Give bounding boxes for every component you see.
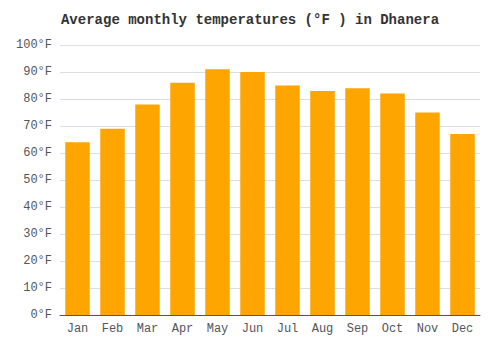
- svg-text:90°F: 90°F: [23, 65, 52, 79]
- svg-text:20°F: 20°F: [23, 254, 52, 268]
- svg-text:10°F: 10°F: [23, 281, 52, 295]
- svg-text:60°F: 60°F: [23, 146, 52, 160]
- svg-text:Feb: Feb: [102, 322, 124, 336]
- svg-text:Apr: Apr: [172, 322, 194, 336]
- svg-text:0°F: 0°F: [30, 308, 52, 322]
- svg-text:Jul: Jul: [277, 322, 299, 336]
- svg-text:Nov: Nov: [417, 322, 439, 336]
- svg-text:30°F: 30°F: [23, 227, 52, 241]
- svg-text:Mar: Mar: [137, 322, 159, 336]
- svg-text:Oct: Oct: [382, 322, 404, 336]
- svg-text:40°F: 40°F: [23, 200, 52, 214]
- svg-text:50°F: 50°F: [23, 173, 52, 187]
- svg-text:Jun: Jun: [242, 322, 264, 336]
- svg-text:Sep: Sep: [347, 322, 369, 336]
- svg-text:Average monthly temperatures (: Average monthly temperatures (°F ) in Dh…: [61, 12, 440, 28]
- svg-text:May: May: [207, 322, 229, 336]
- svg-text:100°F: 100°F: [16, 38, 52, 52]
- svg-text:Jan: Jan: [67, 322, 89, 336]
- svg-text:70°F: 70°F: [23, 119, 52, 133]
- svg-text:80°F: 80°F: [23, 92, 52, 106]
- svg-text:Aug: Aug: [312, 322, 334, 336]
- svg-text:Dec: Dec: [452, 322, 474, 336]
